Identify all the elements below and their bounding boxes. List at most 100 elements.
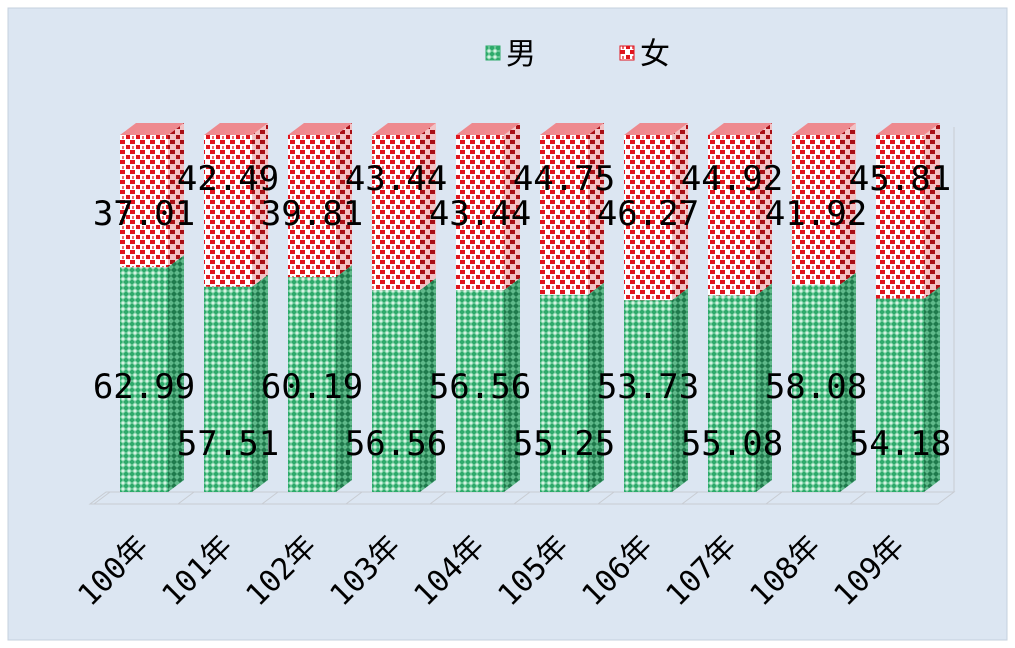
legend-swatch <box>485 45 501 61</box>
bar-side <box>252 123 268 287</box>
bar-male-109年 <box>876 286 940 492</box>
bar-male-100年 <box>120 255 184 492</box>
bar-side <box>504 123 520 291</box>
bar-side <box>420 278 436 492</box>
bar-side <box>168 123 184 268</box>
floor-divider <box>177 491 195 505</box>
bar-front <box>288 277 336 492</box>
bar-side <box>840 272 856 492</box>
floor-divider <box>849 491 867 505</box>
bar-front <box>204 135 252 287</box>
legend-item: 女 <box>619 37 670 72</box>
bar-side <box>924 123 940 299</box>
bar-front <box>708 135 756 296</box>
bar-side <box>420 123 436 291</box>
bar-front <box>876 298 924 492</box>
bar-front <box>876 135 924 299</box>
bar-top <box>624 123 688 135</box>
bar-female-103年 <box>372 123 436 291</box>
bar-front <box>372 135 420 291</box>
bar-top <box>120 123 184 135</box>
bar-top <box>456 123 520 135</box>
bar-side <box>756 283 772 492</box>
floor-divider <box>513 491 531 505</box>
data-label-female: 42.49 <box>177 159 279 199</box>
bar-top <box>372 123 436 135</box>
bar-male-106年 <box>624 288 688 492</box>
bar-top <box>876 123 940 136</box>
floor-divider <box>681 491 699 505</box>
bar-top <box>204 123 268 135</box>
bar-side <box>672 123 688 301</box>
bar-front <box>624 300 672 492</box>
data-label-male: 58.08 <box>765 367 867 407</box>
bar-female-101年 <box>204 123 268 287</box>
bar-side <box>924 286 940 492</box>
bar-female-109年 <box>876 123 940 299</box>
data-label-female: 46.27 <box>597 194 699 234</box>
bar-side <box>504 278 520 492</box>
bar-front <box>120 135 168 268</box>
bar-front <box>456 135 504 291</box>
bar-side <box>588 282 604 492</box>
bar-side <box>336 265 352 492</box>
bar-male-107年 <box>708 283 772 492</box>
data-label-female: 39.81 <box>261 194 363 234</box>
bar-female-104年 <box>456 123 520 291</box>
data-label-female: 41.92 <box>765 194 867 234</box>
bar-male-108年 <box>792 272 856 492</box>
bar-side <box>168 255 184 492</box>
bar-female-105年 <box>540 123 604 295</box>
data-label-female: 43.44 <box>429 194 531 234</box>
bars-layer <box>120 123 940 492</box>
data-label-male: 57.51 <box>177 424 279 464</box>
bar-side <box>840 123 856 285</box>
bar-side <box>588 123 604 295</box>
bar-male-102年 <box>288 265 352 492</box>
chart-floor <box>88 127 956 505</box>
data-label-male: 53.73 <box>597 367 699 407</box>
data-label-female: 37.01 <box>93 194 195 234</box>
bar-female-106年 <box>624 123 688 301</box>
legend-swatch <box>619 45 635 61</box>
bar-female-100年 <box>120 123 184 268</box>
bar-front <box>456 290 504 492</box>
bar-front <box>288 135 336 278</box>
bar-female-102年 <box>288 123 352 278</box>
floor-divider <box>765 491 783 505</box>
legend-label: 女 <box>640 37 670 72</box>
bar-male-103年 <box>372 278 436 492</box>
data-label-male: 54.18 <box>849 424 951 464</box>
bar-front <box>624 135 672 301</box>
floor-divider <box>597 491 615 505</box>
bar-side <box>756 123 772 296</box>
bar-male-105年 <box>540 282 604 492</box>
legend-label: 男 <box>506 37 536 72</box>
bar-top <box>792 123 856 135</box>
bar-male-101年 <box>204 274 268 492</box>
bar-female-107年 <box>708 123 772 296</box>
bar-side <box>336 123 352 278</box>
bar-front <box>120 267 168 492</box>
floor-divider <box>93 491 111 505</box>
data-labels-layer: 62.99 37.01 57.51 42.49 60.19 39.81 56.56 43.44… <box>93 159 951 464</box>
data-label-female: 44.75 <box>513 159 615 199</box>
bar-front <box>204 286 252 492</box>
bar-front <box>792 135 840 285</box>
bar-front <box>372 290 420 492</box>
bar-male-104年 <box>456 278 520 492</box>
legend: 男女 <box>485 37 670 72</box>
bar-front <box>708 295 756 492</box>
bar-side <box>672 288 688 492</box>
data-label-male: 56.56 <box>429 367 531 407</box>
bar-female-108年 <box>792 123 856 285</box>
floor-divider <box>345 491 363 505</box>
legend-item: 男 <box>485 37 536 72</box>
bar-front <box>540 135 588 295</box>
bar-side <box>252 274 268 492</box>
bar-front <box>540 294 588 492</box>
bar-front <box>792 284 840 492</box>
bar-top <box>708 123 772 135</box>
